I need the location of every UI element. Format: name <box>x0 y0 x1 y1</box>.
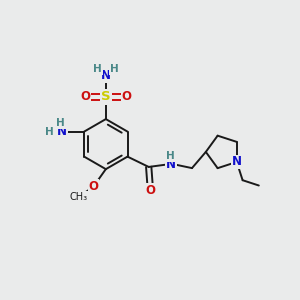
Text: N: N <box>232 155 242 169</box>
Text: O: O <box>145 184 155 197</box>
Text: O: O <box>122 91 131 103</box>
Text: methyl: methyl <box>77 196 82 198</box>
Text: H: H <box>56 118 65 128</box>
Text: N: N <box>166 158 176 171</box>
Text: H: H <box>110 64 118 74</box>
Text: H: H <box>93 64 102 74</box>
Text: CH₃: CH₃ <box>69 192 87 202</box>
Text: O: O <box>80 91 90 103</box>
Text: S: S <box>101 91 111 103</box>
Text: N: N <box>101 69 111 82</box>
Text: H: H <box>167 151 175 161</box>
Text: H: H <box>45 127 54 136</box>
Text: O: O <box>88 180 98 193</box>
Text: N: N <box>57 125 67 138</box>
Text: methoxy: methoxy <box>75 196 81 198</box>
